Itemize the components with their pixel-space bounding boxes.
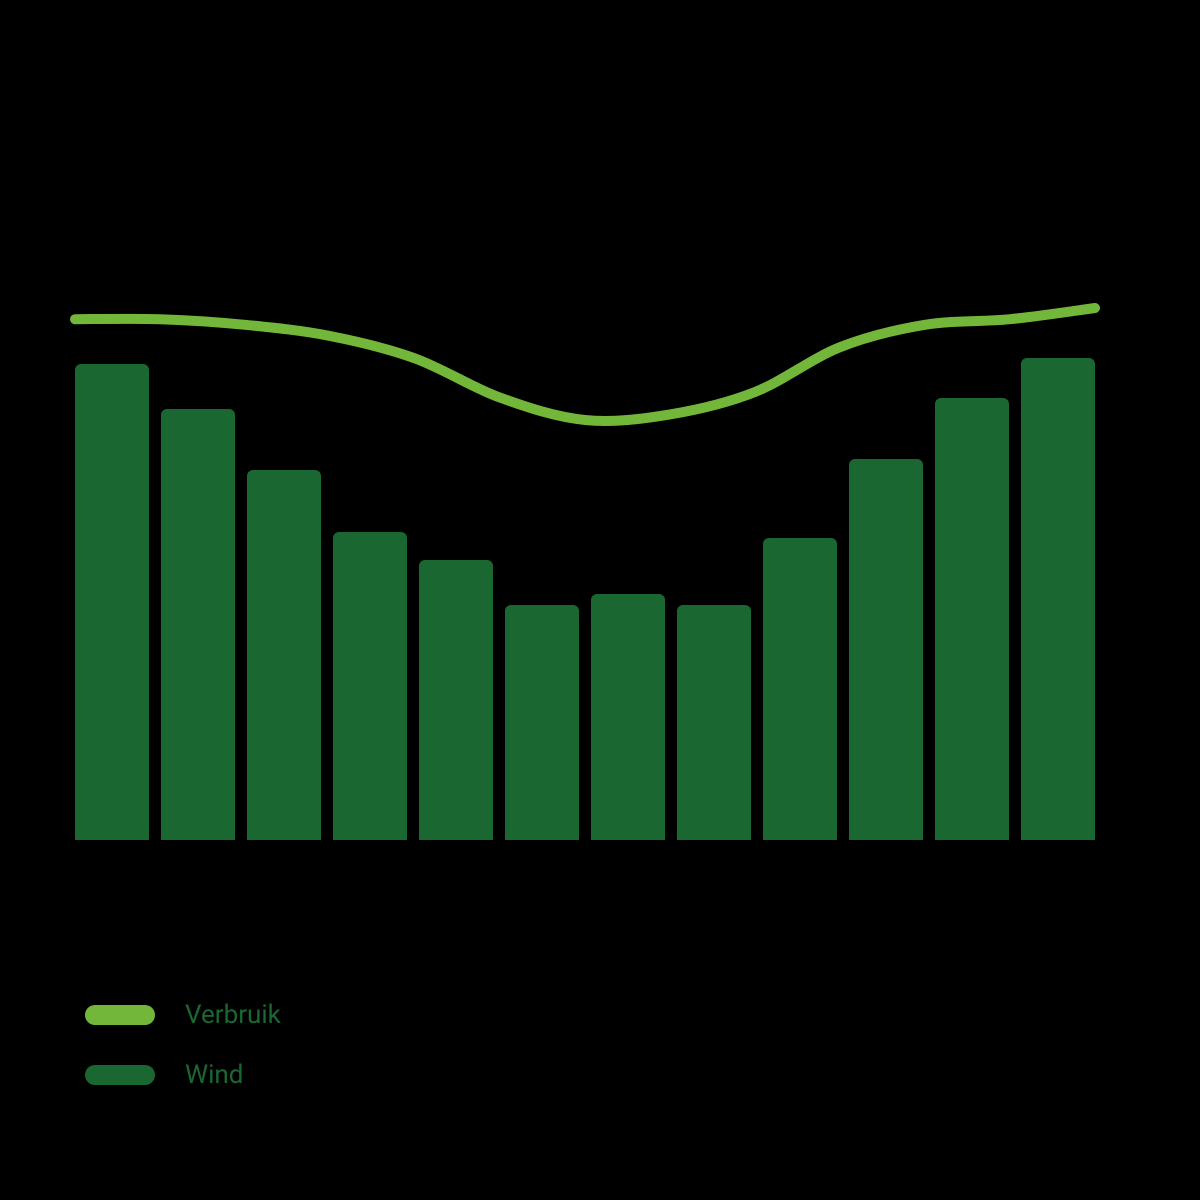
- legend-item-wind: Wind: [85, 1060, 281, 1090]
- legend-swatch-verbruik: [85, 1005, 155, 1025]
- chart-legend: Verbruik Wind: [85, 1000, 281, 1120]
- energy-chart: [75, 280, 1095, 840]
- legend-swatch-wind: [85, 1065, 155, 1085]
- legend-label-wind: Wind: [185, 1060, 243, 1090]
- legend-label-verbruik: Verbruik: [185, 1000, 281, 1030]
- line-series-verbruik: [75, 280, 1095, 840]
- legend-item-verbruik: Verbruik: [85, 1000, 281, 1030]
